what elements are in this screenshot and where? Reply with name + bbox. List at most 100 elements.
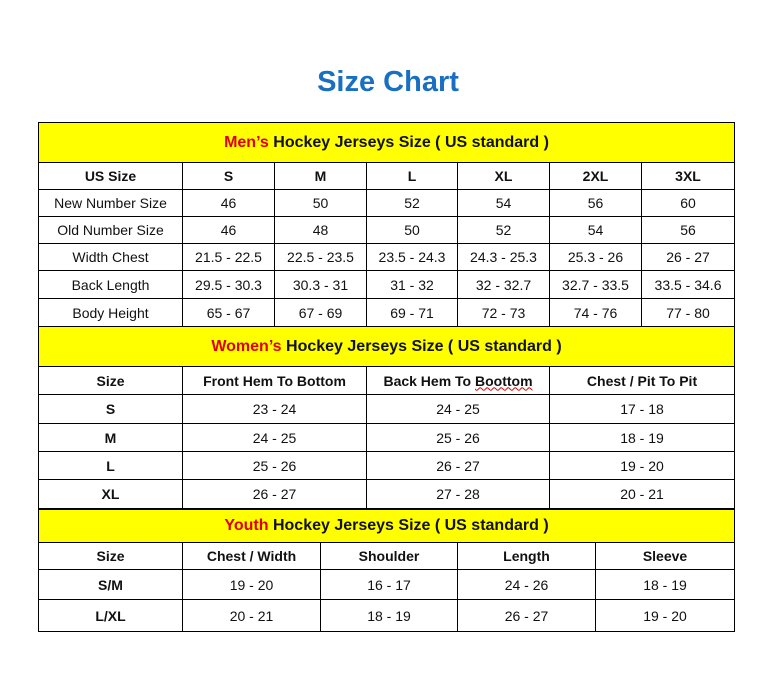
- row-label: L: [38, 451, 183, 480]
- column-header-label-misspelled: Boottom: [475, 372, 533, 389]
- column-header: Chest / Pit To Pit: [548, 366, 736, 395]
- table-cell: 77 - 80: [640, 298, 736, 327]
- table-cell: 19 - 20: [182, 569, 321, 600]
- womens-size-table: Women’s Hockey Jerseys Size ( US standar…: [37, 326, 736, 509]
- table-cell: 24 - 25: [366, 394, 550, 424]
- column-header: 2XL: [549, 162, 642, 190]
- table-row: New Number Size 46 50 52 54 56 60: [38, 189, 736, 217]
- table-cell: 17 - 18: [548, 394, 736, 424]
- column-header: Shoulder: [320, 542, 458, 570]
- table-cell: 27 - 28: [366, 479, 550, 509]
- page-title: Size Chart: [317, 66, 459, 98]
- table-cell: 23 - 24: [182, 394, 367, 424]
- table-cell: 50: [366, 216, 458, 244]
- table-row: L/XL 20 - 21 18 - 19 26 - 27 19 - 20: [38, 599, 736, 632]
- column-header: US Size: [38, 162, 183, 190]
- table-cell: 23.5 - 24.3: [366, 243, 458, 271]
- column-header-label: S: [223, 168, 234, 184]
- table-cell: 31 - 32: [366, 270, 458, 299]
- row-label: Old Number Size: [38, 216, 183, 244]
- row-label: M: [38, 423, 183, 452]
- column-header-label: Sleeve: [642, 548, 688, 564]
- table-row: Width Chest 21.5 - 22.5 22.5 - 23.5 23.5 - …: [38, 243, 736, 271]
- column-header: S: [182, 162, 275, 190]
- table-cell: 29.5 - 30.3: [182, 270, 275, 299]
- column-header-label: Front Hem To Bottom: [203, 372, 346, 389]
- row-label: Width Chest: [38, 243, 183, 271]
- youth-section-header: Youth Hockey Jerseys Size ( US standard …: [37, 509, 736, 543]
- table-cell: 50: [274, 189, 367, 217]
- table-cell: 18 - 19: [320, 599, 458, 632]
- table-cell: 26 - 27: [182, 479, 367, 509]
- column-header: 3XL: [640, 162, 736, 190]
- column-header: Length: [457, 542, 596, 570]
- table-cell: 30.3 - 31: [274, 270, 367, 299]
- column-header-label: Size: [96, 548, 125, 564]
- table-cell: 46: [182, 216, 275, 244]
- row-label: New Number Size: [38, 189, 183, 217]
- column-header: Back Hem To Boottom: [366, 366, 550, 395]
- table-cell: 25 - 26: [366, 423, 550, 452]
- table-cell: 69 - 71: [366, 298, 458, 327]
- table-cell: 20 - 21: [182, 599, 321, 632]
- table-row: L 25 - 26 26 - 27 19 - 20: [38, 451, 736, 480]
- table-cell: 24 - 26: [457, 569, 596, 600]
- column-header-row: US Size S M L XL 2XL 3XL: [38, 162, 736, 190]
- table-cell: 33.5 - 34.6: [640, 270, 736, 299]
- column-header-label: L: [407, 168, 417, 184]
- womens-section-header: Women’s Hockey Jerseys Size ( US standar…: [37, 326, 736, 367]
- row-label: S: [38, 394, 183, 424]
- column-header-label: Back Hem To: [383, 372, 475, 389]
- section-title: Hockey Jerseys Size ( US standard ): [268, 517, 549, 534]
- table-cell: 18 - 19: [548, 423, 736, 452]
- table-cell: 48: [274, 216, 367, 244]
- table-cell: 60: [640, 189, 736, 217]
- table-cell: 25.3 - 26: [549, 243, 642, 271]
- column-header: Size: [38, 366, 183, 395]
- table-cell: 56: [549, 189, 642, 217]
- table-row: M 24 - 25 25 - 26 18 - 19: [38, 423, 736, 452]
- row-label: S/M: [38, 569, 183, 600]
- column-header-label: US Size: [84, 168, 137, 184]
- column-header: Sleeve: [594, 542, 736, 570]
- table-cell: 26 - 27: [640, 243, 736, 271]
- column-header-label: 3XL: [675, 168, 701, 184]
- table-cell: 52: [366, 189, 458, 217]
- mens-size-table: Men’s Hockey Jerseys Size ( US standard …: [37, 122, 736, 327]
- column-header-label: Chest / Pit To Pit: [586, 372, 698, 389]
- section-title: Hockey Jerseys Size ( US standard ): [281, 337, 562, 355]
- table-cell: 26 - 27: [457, 599, 596, 632]
- column-header-label: XL: [494, 168, 513, 184]
- column-header-label: M: [314, 168, 327, 184]
- column-header: Size: [38, 542, 183, 570]
- table-row: S 23 - 24 24 - 25 17 - 18: [38, 394, 736, 424]
- table-cell: 65 - 67: [182, 298, 275, 327]
- row-label: Body Height: [38, 298, 183, 327]
- table-cell: 52: [457, 216, 550, 244]
- table-cell: 67 - 69: [274, 298, 367, 327]
- column-header: Front Hem To Bottom: [182, 366, 367, 395]
- table-row: Body Height 65 - 67 67 - 69 69 - 71 72 - 73 7…: [38, 298, 736, 327]
- table-cell: 72 - 73: [457, 298, 550, 327]
- table-cell: 20 - 21: [548, 479, 736, 509]
- table-cell: 18 - 19: [594, 569, 736, 600]
- column-header-label: Length: [503, 548, 550, 564]
- table-cell: 54: [457, 189, 550, 217]
- column-header: L: [366, 162, 458, 190]
- row-label: XL: [38, 479, 183, 509]
- row-label: L/XL: [38, 599, 183, 632]
- table-cell: 25 - 26: [182, 451, 367, 480]
- table-cell: 24 - 25: [182, 423, 367, 452]
- table-row: Old Number Size 46 48 50 52 54 56: [38, 216, 736, 244]
- table-cell: 54: [549, 216, 642, 244]
- row-label: Back Length: [38, 270, 183, 299]
- table-row: XL 26 - 27 27 - 28 20 - 21: [38, 479, 736, 509]
- table-cell: 32.7 - 33.5: [549, 270, 642, 299]
- column-header: Chest / Width: [182, 542, 321, 570]
- column-header-row: Size Front Hem To Bottom Back Hem To Boott…: [38, 366, 736, 395]
- table-cell: 26 - 27: [366, 451, 550, 480]
- table-cell: 22.5 - 23.5: [274, 243, 367, 271]
- mens-section-header: Men’s Hockey Jerseys Size ( US standard …: [37, 122, 736, 163]
- table-cell: 24.3 - 25.3: [457, 243, 550, 271]
- column-header-row: Size Chest / Width Shoulder Length Sleeve: [38, 542, 736, 570]
